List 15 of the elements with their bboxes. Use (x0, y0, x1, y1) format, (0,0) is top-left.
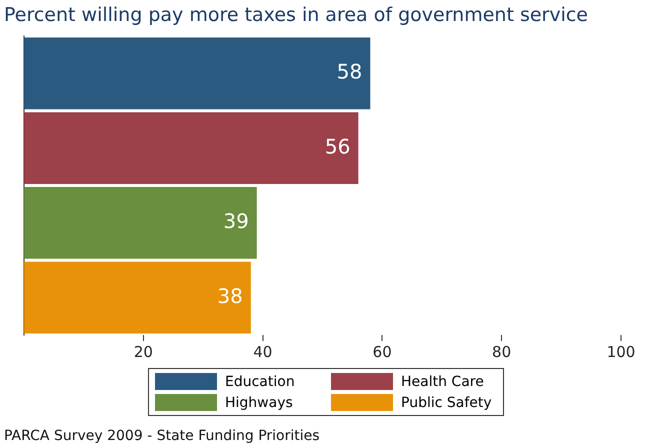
data-label: 38 (217, 284, 243, 308)
x-tick-label: 40 (253, 342, 272, 361)
x-tick-label: 20 (134, 342, 153, 361)
x-tick-label: 80 (492, 342, 512, 361)
legend-label: Highways (225, 394, 293, 410)
chart-title: Percent willing pay more taxes in area of government service (4, 4, 588, 26)
x-tick-label: 100 (606, 342, 636, 361)
text: PARCA Survey 2009 - State Funding Priorities (4, 428, 320, 444)
data-label: 39 (223, 209, 249, 234)
data-label: 56 (324, 134, 350, 158)
legend-label: Education (225, 374, 295, 390)
legend-label: Public Safety (401, 394, 492, 410)
legend-label: Health Care (401, 374, 484, 390)
data-label: 58 (336, 60, 362, 84)
x-tick-label: 60 (372, 342, 392, 361)
